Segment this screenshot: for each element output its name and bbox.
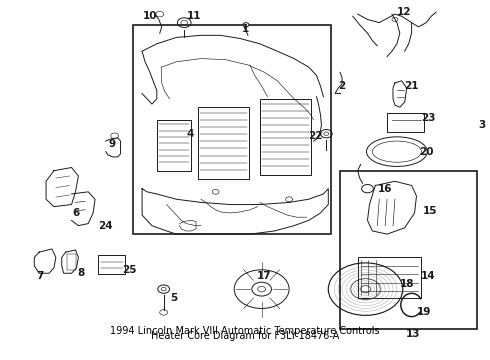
Bar xyxy=(260,99,311,175)
Bar xyxy=(387,113,424,131)
Text: 14: 14 xyxy=(421,271,436,282)
Text: 12: 12 xyxy=(396,7,411,17)
Circle shape xyxy=(212,189,219,194)
Circle shape xyxy=(258,286,266,292)
Text: Heater Core Diagram for F3LY-18476-A: Heater Core Diagram for F3LY-18476-A xyxy=(151,331,339,341)
Bar xyxy=(198,107,249,179)
Text: 1994 Lincoln Mark VIII Automatic Temperature Controls: 1994 Lincoln Mark VIII Automatic Tempera… xyxy=(110,326,380,336)
Text: 6: 6 xyxy=(73,208,80,218)
Text: 8: 8 xyxy=(78,268,85,278)
Bar xyxy=(98,255,125,274)
Text: 1: 1 xyxy=(242,24,248,34)
Text: 2: 2 xyxy=(339,81,345,91)
Text: 19: 19 xyxy=(417,307,432,318)
Text: 25: 25 xyxy=(122,265,137,275)
Text: 21: 21 xyxy=(404,81,419,91)
Text: 17: 17 xyxy=(257,271,272,282)
Text: 16: 16 xyxy=(378,184,392,194)
Bar xyxy=(67,254,76,270)
Circle shape xyxy=(243,23,249,27)
Bar xyxy=(133,25,331,234)
Text: 7: 7 xyxy=(36,271,44,282)
Text: 3: 3 xyxy=(479,120,486,130)
Bar xyxy=(157,120,191,171)
Text: 10: 10 xyxy=(143,11,157,21)
Text: 18: 18 xyxy=(399,279,414,289)
Bar xyxy=(358,257,421,298)
Circle shape xyxy=(286,197,293,202)
Text: 5: 5 xyxy=(170,293,177,303)
Text: 22: 22 xyxy=(308,131,323,141)
Text: 24: 24 xyxy=(98,221,113,231)
Text: 11: 11 xyxy=(187,11,201,21)
Text: 4: 4 xyxy=(186,129,194,139)
Circle shape xyxy=(361,286,370,293)
Text: 15: 15 xyxy=(423,206,438,216)
Bar xyxy=(340,171,477,329)
Text: 9: 9 xyxy=(108,139,115,149)
Text: 23: 23 xyxy=(421,113,436,123)
Text: 13: 13 xyxy=(405,329,420,338)
Text: 20: 20 xyxy=(419,147,434,157)
